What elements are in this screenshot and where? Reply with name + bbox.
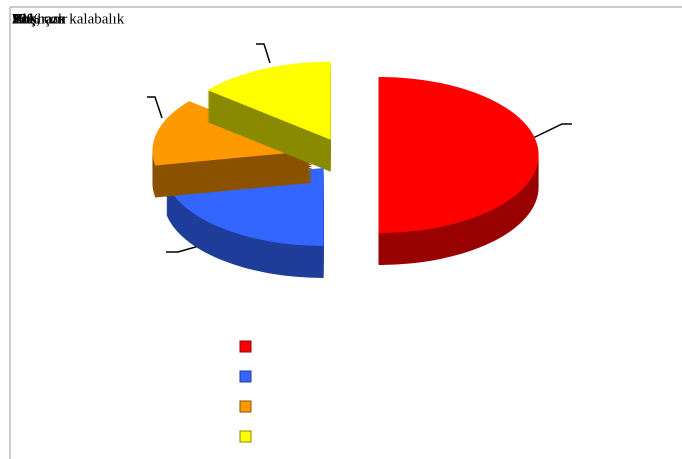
legend-swatch (239, 370, 252, 383)
category-label: Alışıram (12, 11, 65, 27)
value-label: 14% (12, 11, 40, 27)
category-label: Hoş (12, 11, 36, 27)
value-label: 50% (12, 11, 40, 27)
slice (378, 77, 539, 233)
category-label: Bol hazır (12, 11, 67, 27)
category-label: Yok, çok kalabalık (12, 11, 125, 27)
slice (152, 101, 313, 166)
legend-swatch (239, 400, 252, 413)
legend-swatch (239, 340, 252, 353)
legend-swatch (239, 430, 252, 443)
slice (207, 61, 331, 140)
value-label: 22% (12, 11, 40, 27)
value-label: 14% (12, 11, 40, 27)
